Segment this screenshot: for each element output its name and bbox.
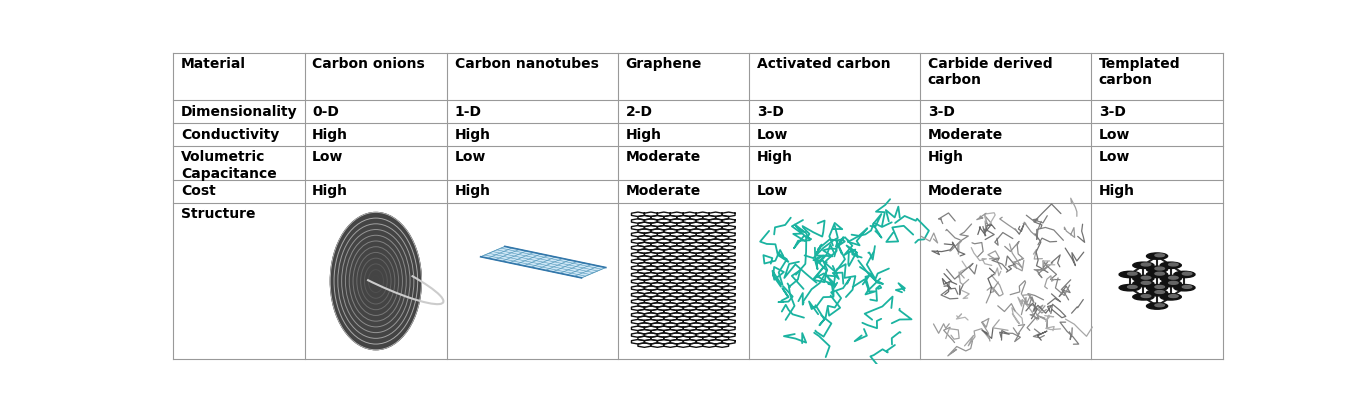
Text: Carbide derived
carbon: Carbide derived carbon: [928, 57, 1053, 87]
Ellipse shape: [330, 213, 421, 350]
Circle shape: [1120, 285, 1140, 291]
Text: High: High: [928, 150, 964, 164]
Text: High: High: [455, 184, 490, 198]
Circle shape: [1174, 272, 1194, 278]
Text: High: High: [1099, 184, 1135, 198]
Text: Low: Low: [1099, 150, 1130, 164]
Circle shape: [1160, 294, 1181, 300]
Circle shape: [1141, 263, 1151, 266]
Circle shape: [1147, 285, 1167, 291]
Circle shape: [1155, 272, 1165, 275]
Circle shape: [1182, 272, 1192, 275]
Text: Moderate: Moderate: [625, 184, 701, 198]
Circle shape: [1182, 286, 1192, 289]
Circle shape: [1133, 263, 1154, 269]
Text: Graphene: Graphene: [625, 57, 701, 71]
Text: Material: Material: [181, 57, 245, 71]
Circle shape: [1155, 304, 1165, 307]
Text: High: High: [625, 127, 662, 141]
Circle shape: [1160, 281, 1181, 287]
Text: Volumetric
Capacitance: Volumetric Capacitance: [181, 150, 276, 180]
Text: Templated
carbon: Templated carbon: [1099, 57, 1181, 87]
Text: 3-D: 3-D: [928, 104, 955, 118]
Text: Moderate: Moderate: [625, 150, 701, 164]
Text: Low: Low: [757, 127, 789, 141]
Circle shape: [1160, 263, 1181, 269]
Circle shape: [1147, 272, 1167, 278]
Text: 3-D: 3-D: [1099, 104, 1126, 118]
Circle shape: [1155, 286, 1165, 289]
Text: Carbon nanotubes: Carbon nanotubes: [455, 57, 598, 71]
Circle shape: [1133, 276, 1154, 282]
Text: Low: Low: [1099, 127, 1130, 141]
Text: 1-D: 1-D: [455, 104, 482, 118]
Circle shape: [1147, 253, 1167, 260]
Polygon shape: [481, 247, 606, 278]
Circle shape: [1155, 291, 1165, 294]
Text: High: High: [312, 184, 347, 198]
Circle shape: [1128, 286, 1137, 289]
Circle shape: [1155, 254, 1165, 257]
Text: Low: Low: [312, 150, 343, 164]
Text: Moderate: Moderate: [928, 127, 1002, 141]
Circle shape: [1120, 272, 1140, 278]
Text: High: High: [455, 127, 490, 141]
Circle shape: [1147, 303, 1167, 310]
Text: 0-D: 0-D: [312, 104, 339, 118]
Text: Low: Low: [455, 150, 486, 164]
Circle shape: [1133, 294, 1154, 300]
Circle shape: [1155, 267, 1165, 270]
Text: Dimensionality: Dimensionality: [181, 104, 297, 118]
Circle shape: [1147, 290, 1167, 296]
Text: Carbon onions: Carbon onions: [312, 57, 425, 71]
Text: 3-D: 3-D: [757, 104, 783, 118]
Circle shape: [1169, 282, 1178, 285]
Circle shape: [1147, 267, 1167, 273]
Circle shape: [1141, 295, 1151, 298]
Circle shape: [1174, 285, 1194, 291]
Text: High: High: [312, 127, 347, 141]
Circle shape: [1128, 272, 1137, 275]
Circle shape: [1169, 276, 1178, 279]
Text: Cost: Cost: [181, 184, 215, 198]
Circle shape: [1141, 282, 1151, 285]
Circle shape: [1169, 263, 1178, 266]
Text: Conductivity: Conductivity: [181, 127, 279, 141]
Circle shape: [1141, 276, 1151, 279]
Text: Structure: Structure: [181, 207, 255, 220]
Text: Moderate: Moderate: [928, 184, 1002, 198]
Text: High: High: [757, 150, 793, 164]
Circle shape: [1133, 281, 1154, 287]
Text: Low: Low: [757, 184, 789, 198]
Text: 2-D: 2-D: [625, 104, 652, 118]
Circle shape: [1160, 276, 1181, 282]
Text: Activated carbon: Activated carbon: [757, 57, 891, 71]
Circle shape: [1169, 295, 1178, 298]
